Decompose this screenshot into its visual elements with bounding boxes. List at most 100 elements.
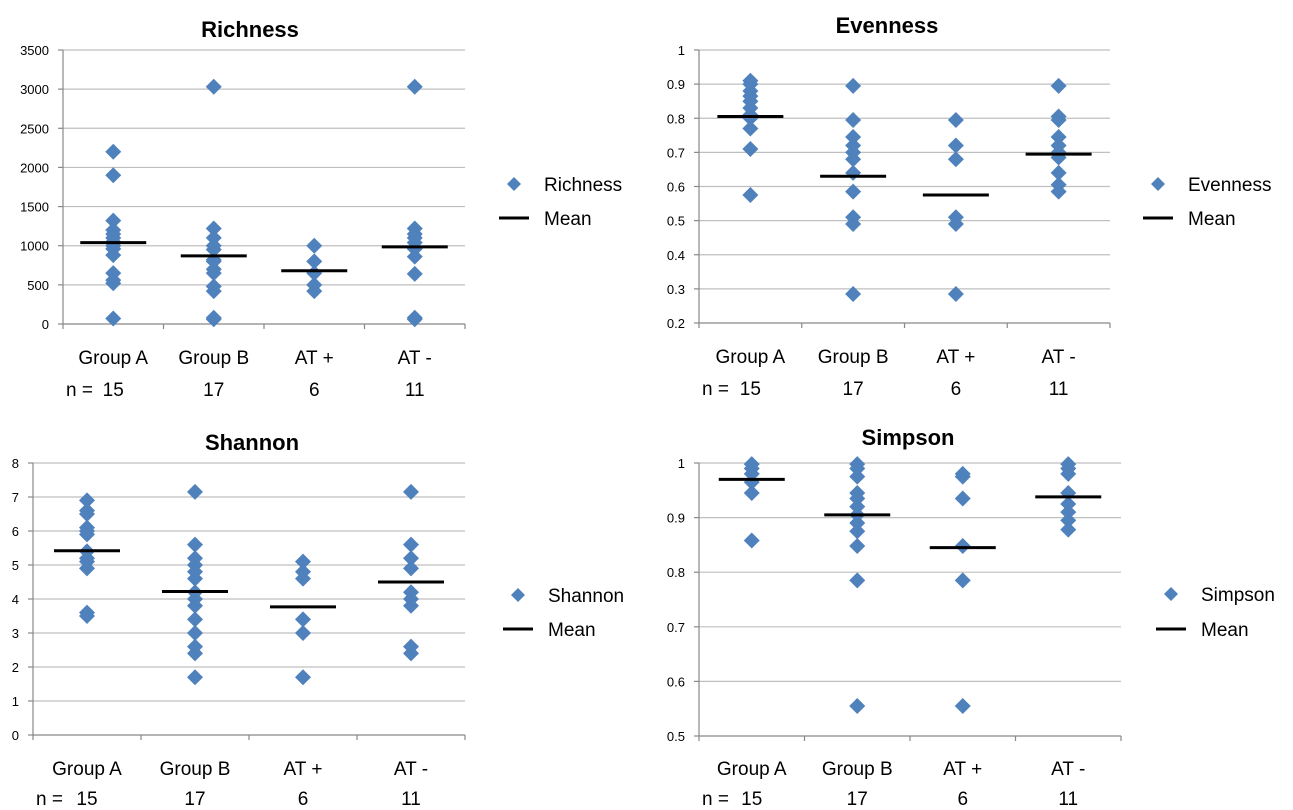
richness-category-label: Group A — [78, 348, 148, 369]
evenness-point — [947, 285, 964, 302]
richness-category-label: Group B — [178, 348, 249, 369]
simpson-point — [954, 490, 971, 507]
shannon-n-value: 17 — [184, 789, 205, 810]
shannon-ytick-label: 7 — [12, 490, 19, 505]
evenness-point — [845, 183, 862, 200]
richness-point — [205, 220, 222, 237]
evenness-point — [845, 137, 862, 154]
richness-n-value: 17 — [203, 380, 224, 401]
simpson-title: Simpson — [862, 425, 955, 450]
simpson-point — [1060, 521, 1077, 538]
richness-ytick-label: 3000 — [20, 82, 49, 97]
evenness-point — [742, 187, 759, 204]
simpson-category-label: Group A — [717, 759, 787, 780]
richness-point — [205, 78, 222, 95]
evenness-ytick-label: 0.9 — [667, 77, 685, 92]
richness-point — [306, 237, 323, 254]
shannon-point — [187, 550, 203, 567]
simpson-point — [849, 572, 866, 589]
evenness-point — [1050, 129, 1067, 146]
evenness-point — [845, 129, 862, 146]
evenness-ytick-label: 0.5 — [667, 214, 685, 229]
evenness-point — [845, 164, 862, 181]
evenness-point — [947, 111, 964, 128]
shannon-category-label: AT + — [284, 759, 323, 780]
simpson-point — [954, 697, 971, 714]
evenness-ytick-label: 0.8 — [667, 111, 685, 126]
shannon-ytick-label: 1 — [12, 694, 19, 709]
evenness-point — [1050, 77, 1067, 94]
evenness-point — [1050, 176, 1067, 193]
simpson-point — [954, 465, 971, 482]
evenness-category-label: Group B — [818, 347, 889, 368]
richness-ytick-label: 3500 — [20, 43, 49, 58]
evenness-legend-mean-label: Mean — [1188, 209, 1236, 230]
shannon-ytick-label: 3 — [12, 626, 19, 641]
simpson-n-value: 11 — [1058, 789, 1078, 810]
simpson-ytick-label: 0.5 — [667, 729, 685, 744]
richness-point — [105, 310, 122, 327]
shannon-point — [79, 604, 95, 621]
richness-point — [406, 78, 423, 95]
richness-ytick-label: 500 — [27, 278, 49, 293]
shannon-point — [295, 669, 311, 686]
shannon-point — [187, 638, 203, 655]
simpson-ytick-label: 0.9 — [667, 511, 685, 526]
evenness-point — [947, 137, 964, 154]
richness-category-label: AT + — [295, 348, 334, 369]
richness-point — [105, 167, 122, 184]
shannon-point — [79, 519, 95, 536]
richness-point — [406, 265, 423, 282]
richness-point — [105, 212, 122, 229]
simpson-ytick-label: 0.8 — [667, 565, 685, 580]
simpson-point — [954, 572, 971, 589]
evenness-ytick-label: 0.3 — [667, 282, 685, 297]
shannon-point — [295, 553, 311, 570]
evenness-ytick-label: 0.4 — [667, 248, 685, 263]
shannon-ytick-label: 6 — [12, 524, 19, 539]
simpson-point — [849, 523, 866, 540]
shannon-n-label: n = — [36, 789, 63, 810]
evenness-legend-label: Evenness — [1188, 175, 1271, 196]
simpson-category-label: AT + — [943, 759, 982, 780]
evenness-category-label: Group A — [716, 347, 786, 368]
evenness-point — [947, 209, 964, 226]
richness-point — [105, 265, 122, 282]
shannon-n-value: 11 — [401, 789, 421, 810]
simpson-legend-label: Simpson — [1201, 585, 1275, 606]
simpson-point — [1060, 512, 1077, 529]
evenness-point — [742, 72, 759, 89]
richness-n-value: 15 — [103, 380, 124, 401]
richness-legend-marker — [507, 177, 521, 191]
richness-point — [205, 278, 222, 295]
simpson-legend-marker — [1164, 587, 1178, 601]
shannon-point — [403, 638, 419, 655]
simpson-legend-mean-label: Mean — [1201, 620, 1249, 641]
richness-n-value: 11 — [405, 380, 425, 401]
shannon-legend-mean-label: Mean — [548, 620, 596, 641]
simpson-point — [954, 537, 971, 554]
chart-richness: Richness 0 500 1000 1500 2000 2500 3000 3500 Grou… — [20, 17, 622, 401]
simpson-point — [1060, 485, 1077, 502]
richness-point — [306, 253, 323, 270]
shannon-ytick-label: 5 — [12, 558, 19, 573]
shannon-point — [187, 483, 203, 500]
richness-legend-mean-label: Mean — [544, 209, 592, 230]
simpson-category-label: Group B — [822, 759, 893, 780]
richness-title: Richness — [201, 17, 299, 42]
simpson-point — [849, 498, 866, 515]
evenness-category-label: AT - — [1042, 347, 1076, 368]
evenness-ytick-label: 0.6 — [667, 180, 685, 195]
shannon-point — [79, 492, 95, 509]
evenness-n-label: n = — [702, 379, 729, 400]
richness-ytick-label: 1000 — [20, 239, 49, 254]
simpson-point — [1060, 504, 1077, 521]
simpson-point — [743, 485, 760, 502]
richness-n-label: n = — [66, 380, 93, 401]
evenness-n-value: 11 — [1049, 379, 1069, 400]
simpson-point — [849, 456, 866, 473]
evenness-point — [845, 77, 862, 94]
simpson-ytick-label: 0.7 — [667, 620, 685, 635]
evenness-n-value: 15 — [740, 379, 761, 400]
simpson-ytick-label: 1 — [678, 456, 685, 471]
